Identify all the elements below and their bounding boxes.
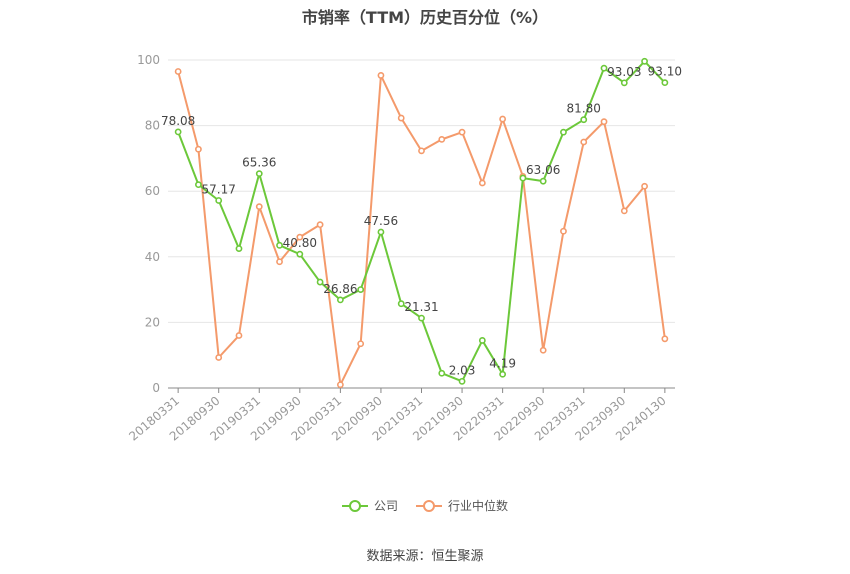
- legend-company-marker: [341, 499, 368, 512]
- grid: [168, 59, 675, 323]
- data-label: 40.80: [283, 236, 317, 250]
- industry-point: [418, 147, 425, 155]
- company-point: [499, 370, 507, 378]
- legend-item-industry[interactable]: 行业中位数: [416, 497, 508, 514]
- industry-point: [255, 203, 263, 211]
- data-label: 93.10: [648, 65, 682, 79]
- industry-point: [235, 332, 243, 339]
- company-point: [580, 116, 588, 124]
- company-point: [296, 250, 304, 258]
- industry-line: [177, 71, 666, 386]
- company-point: [235, 245, 243, 252]
- industry-point: [296, 233, 304, 241]
- industry-point: [336, 381, 344, 389]
- company-point: [620, 79, 628, 87]
- industry-point: [641, 182, 648, 190]
- data-label: 81.80: [567, 102, 601, 116]
- company-point: [276, 241, 283, 249]
- industry-point: [438, 135, 446, 143]
- company-point: [539, 177, 547, 185]
- y-tick-label: 100: [137, 53, 160, 67]
- y-tick-label: 80: [145, 119, 160, 133]
- company-point: [195, 181, 202, 189]
- data-label: 57.17: [202, 182, 236, 196]
- industry-point: [580, 138, 588, 146]
- industry-point: [620, 207, 628, 215]
- data-label: 63.06: [526, 163, 560, 177]
- y-tick-label: 40: [145, 250, 160, 264]
- data-label: 65.36: [242, 156, 276, 170]
- industry-point: [539, 346, 547, 354]
- company-point: [215, 197, 223, 204]
- legend-company-label: 公司: [373, 499, 398, 513]
- industry-point: [195, 145, 202, 153]
- company-point: [418, 314, 425, 322]
- legend: 公司 行业中位数: [0, 497, 850, 514]
- industry-point: [600, 118, 608, 126]
- company-point: [255, 170, 263, 178]
- company-point: [641, 57, 648, 65]
- company-point: [519, 174, 527, 182]
- data-label: 21.31: [404, 300, 438, 314]
- industry-point: [276, 258, 283, 266]
- legend-item-company[interactable]: 公司: [341, 497, 398, 514]
- data-label: 93.03: [607, 65, 641, 79]
- data-label: 4.19: [489, 356, 516, 370]
- y-tick-label: 20: [145, 315, 160, 329]
- legend-industry-label: 行业中位数: [448, 499, 509, 513]
- company-point: [397, 300, 405, 308]
- industry-point: [357, 340, 365, 348]
- y-tick-label: 0: [152, 381, 160, 395]
- data-label: 47.56: [364, 214, 398, 228]
- industry-point: [661, 335, 669, 343]
- data-label: 78.08: [161, 114, 195, 128]
- data-label: 2.03: [449, 363, 476, 377]
- y-tick-label: 60: [145, 184, 160, 198]
- company-point: [438, 369, 446, 377]
- company-point: [600, 64, 608, 72]
- legend-industry-marker: [416, 499, 442, 512]
- data-label: 26.86: [323, 282, 357, 296]
- company-point: [357, 286, 365, 293]
- industry-point: [499, 115, 507, 123]
- industry-point: [215, 354, 223, 361]
- data-labels: 78.08 57.17 65.36 40.80 26.86 47.56 21.31 2.03 4…: [161, 65, 682, 378]
- company-point: [377, 228, 385, 236]
- industry-point: [316, 221, 324, 229]
- company-point: [560, 128, 567, 136]
- company-point: [336, 296, 344, 304]
- company-point: [174, 128, 182, 136]
- industry-point: [397, 114, 405, 122]
- industry-point: [174, 68, 182, 75]
- industry-point: [560, 227, 567, 235]
- company-point: [458, 377, 466, 385]
- industry-point: [478, 179, 486, 187]
- data-source: 数据来源：恒生聚源: [366, 549, 484, 564]
- chart-title: 市销率（TTM）历史百分位（%）: [301, 8, 549, 27]
- industry-point: [458, 128, 466, 136]
- industry-point: [377, 72, 385, 79]
- company-point: [478, 337, 486, 344]
- series: [174, 57, 669, 389]
- company-point: [316, 278, 324, 286]
- company-point: [661, 79, 669, 87]
